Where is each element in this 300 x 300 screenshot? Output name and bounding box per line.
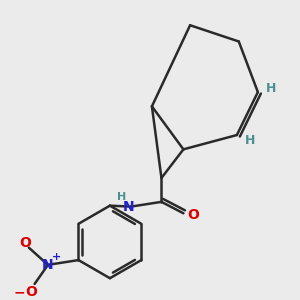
Text: H: H <box>245 134 255 147</box>
Text: N: N <box>123 200 135 214</box>
Text: +: + <box>52 252 61 262</box>
Text: H: H <box>117 192 126 202</box>
Text: N: N <box>42 258 54 272</box>
Text: O: O <box>19 236 31 250</box>
Text: O: O <box>25 285 37 298</box>
Text: −: − <box>14 286 25 299</box>
Text: H: H <box>266 82 276 95</box>
Text: O: O <box>187 208 199 222</box>
